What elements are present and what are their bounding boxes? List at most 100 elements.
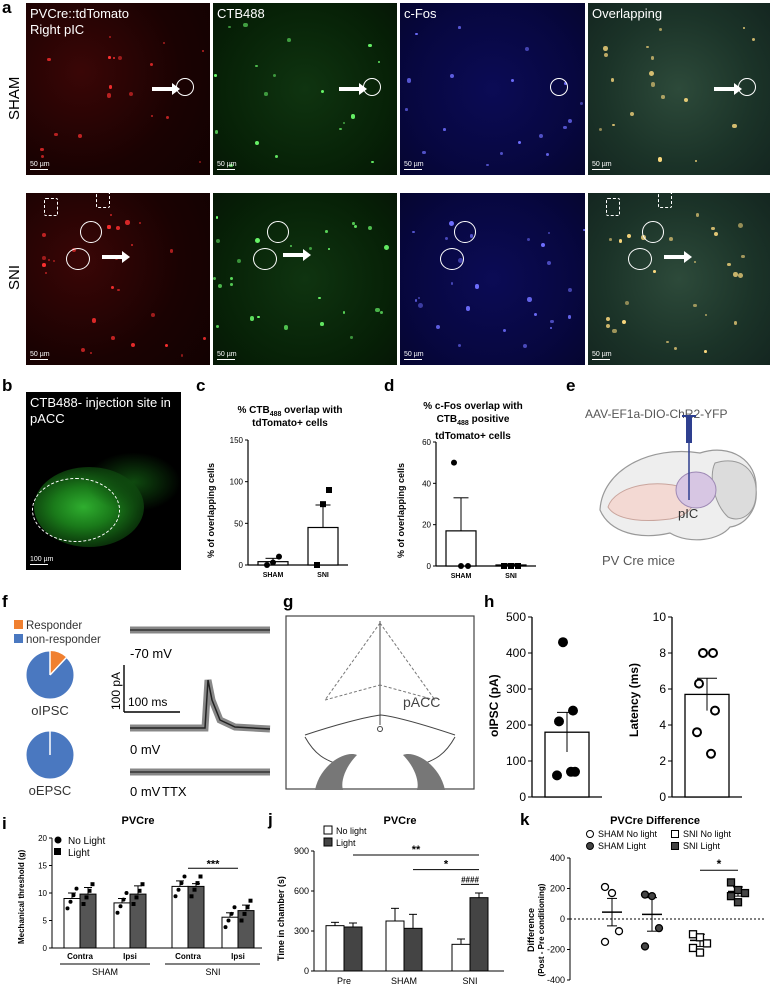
y-tick-label: -400 bbox=[547, 975, 565, 985]
data-point bbox=[198, 874, 203, 879]
category-label: SHAM bbox=[263, 572, 284, 579]
legend-marker-no-light bbox=[54, 836, 62, 844]
cell-dot bbox=[627, 233, 632, 238]
cell-dot bbox=[164, 344, 168, 348]
category-label: Ipsi bbox=[231, 952, 245, 961]
cell-dot bbox=[151, 114, 154, 117]
cell-dot bbox=[216, 238, 221, 243]
cell-dot bbox=[611, 123, 615, 127]
data-point bbox=[326, 487, 332, 493]
cell-dot bbox=[78, 133, 83, 138]
cell-dot bbox=[547, 232, 551, 235]
legend-marker-light bbox=[323, 837, 333, 847]
cell-dot bbox=[169, 249, 174, 253]
cell-dot bbox=[726, 262, 731, 267]
legend-label: SNI Light bbox=[683, 841, 721, 851]
cell-dot bbox=[661, 95, 665, 99]
y-tick-label: 10 bbox=[653, 610, 667, 624]
y-tick-label: 20 bbox=[422, 521, 431, 530]
data-point bbox=[90, 882, 95, 887]
cell-dot bbox=[547, 261, 552, 266]
cell-dot bbox=[230, 283, 233, 286]
panel-a-label: a bbox=[2, 0, 12, 17]
cell-dot bbox=[422, 150, 426, 155]
y-tick-label: 100 bbox=[506, 754, 526, 768]
data-point bbox=[647, 891, 657, 901]
cell-dot bbox=[228, 25, 231, 29]
legend-label: No light bbox=[336, 826, 367, 836]
cell-dot bbox=[318, 296, 321, 300]
data-point bbox=[458, 563, 464, 569]
injection-site-image: CTB488- injection site in pACC 100 µm bbox=[26, 392, 181, 570]
data-point bbox=[465, 563, 471, 569]
y-tick-label: 900 bbox=[294, 846, 309, 856]
cell-dot bbox=[180, 354, 184, 357]
data-point bbox=[192, 887, 197, 892]
cell-dot bbox=[89, 351, 92, 354]
data-point bbox=[121, 897, 126, 902]
y-tick-label: 100 bbox=[230, 478, 244, 487]
micrograph-sni-0: 50 µm bbox=[26, 193, 210, 365]
highlight-circle bbox=[253, 248, 277, 270]
panel-h-label: h bbox=[484, 592, 495, 611]
legend-label: SNI No light bbox=[683, 829, 732, 839]
cell-dot bbox=[406, 78, 412, 84]
cell-dot bbox=[618, 239, 622, 243]
cell-dot bbox=[486, 163, 489, 166]
cell-dot bbox=[666, 340, 669, 344]
bar bbox=[445, 530, 477, 567]
cell-dot bbox=[457, 344, 461, 348]
cell-dot bbox=[610, 78, 615, 83]
significance-stars: * bbox=[444, 859, 449, 871]
micrograph-sham-1: CTB488 50 µm bbox=[213, 3, 397, 175]
row-label-sham: SHAM bbox=[6, 76, 23, 120]
cell-dot bbox=[162, 41, 166, 45]
y-tick-label: 60 bbox=[422, 438, 431, 447]
legend-label: No Light bbox=[68, 836, 105, 847]
data-point bbox=[708, 648, 718, 658]
cell-dot bbox=[534, 313, 538, 317]
cell-dot bbox=[731, 123, 737, 129]
cell-dot bbox=[450, 282, 454, 285]
y-axis-label-2: (Post - Pre conditioning) bbox=[537, 883, 546, 976]
cell-dot bbox=[609, 238, 613, 242]
cell-dot bbox=[599, 128, 602, 132]
cell-dot bbox=[525, 46, 530, 51]
y-tick-label: 200 bbox=[506, 718, 526, 732]
cell-dot bbox=[218, 283, 223, 288]
pie-charts: oIPSC oEPSC bbox=[25, 650, 75, 798]
data-point bbox=[654, 924, 664, 933]
panel-d-title: % c-Fos overlap with CTB488 positive tdTom… bbox=[423, 401, 523, 442]
data-point bbox=[239, 918, 244, 923]
cell-dot bbox=[40, 154, 44, 158]
panel-i-label: i bbox=[2, 814, 7, 833]
cell-dot bbox=[621, 320, 626, 325]
panel-j-label: j bbox=[268, 810, 273, 829]
cell-dot bbox=[215, 216, 219, 220]
cell-dot bbox=[443, 128, 446, 131]
pacc-map: pACC bbox=[285, 615, 475, 790]
data-point bbox=[640, 890, 650, 899]
data-point bbox=[276, 553, 282, 560]
cell-dot bbox=[42, 263, 47, 267]
cell-dot bbox=[40, 147, 44, 152]
cell-dot bbox=[646, 45, 650, 49]
cell-dot bbox=[435, 324, 440, 329]
data-point bbox=[226, 918, 231, 923]
group-label: SNI bbox=[205, 967, 220, 977]
cell-dot bbox=[412, 230, 416, 234]
bar bbox=[325, 925, 345, 972]
scale-bar: 50 µm bbox=[217, 161, 237, 171]
y-tick-label: 40 bbox=[422, 479, 431, 488]
cell-dot bbox=[648, 70, 654, 76]
chart-title: PVCre bbox=[383, 815, 416, 827]
cell-dot bbox=[327, 248, 330, 251]
y-tick-label: 200 bbox=[550, 884, 565, 894]
pie-label: oEPSC bbox=[29, 783, 72, 798]
data-point bbox=[264, 562, 270, 568]
scale-bar: 50 µm bbox=[592, 351, 612, 361]
y-tick-label: 300 bbox=[506, 682, 526, 696]
cell-dot bbox=[605, 316, 611, 322]
highlight-circle bbox=[80, 221, 102, 243]
panel-f-label: f bbox=[2, 592, 8, 611]
